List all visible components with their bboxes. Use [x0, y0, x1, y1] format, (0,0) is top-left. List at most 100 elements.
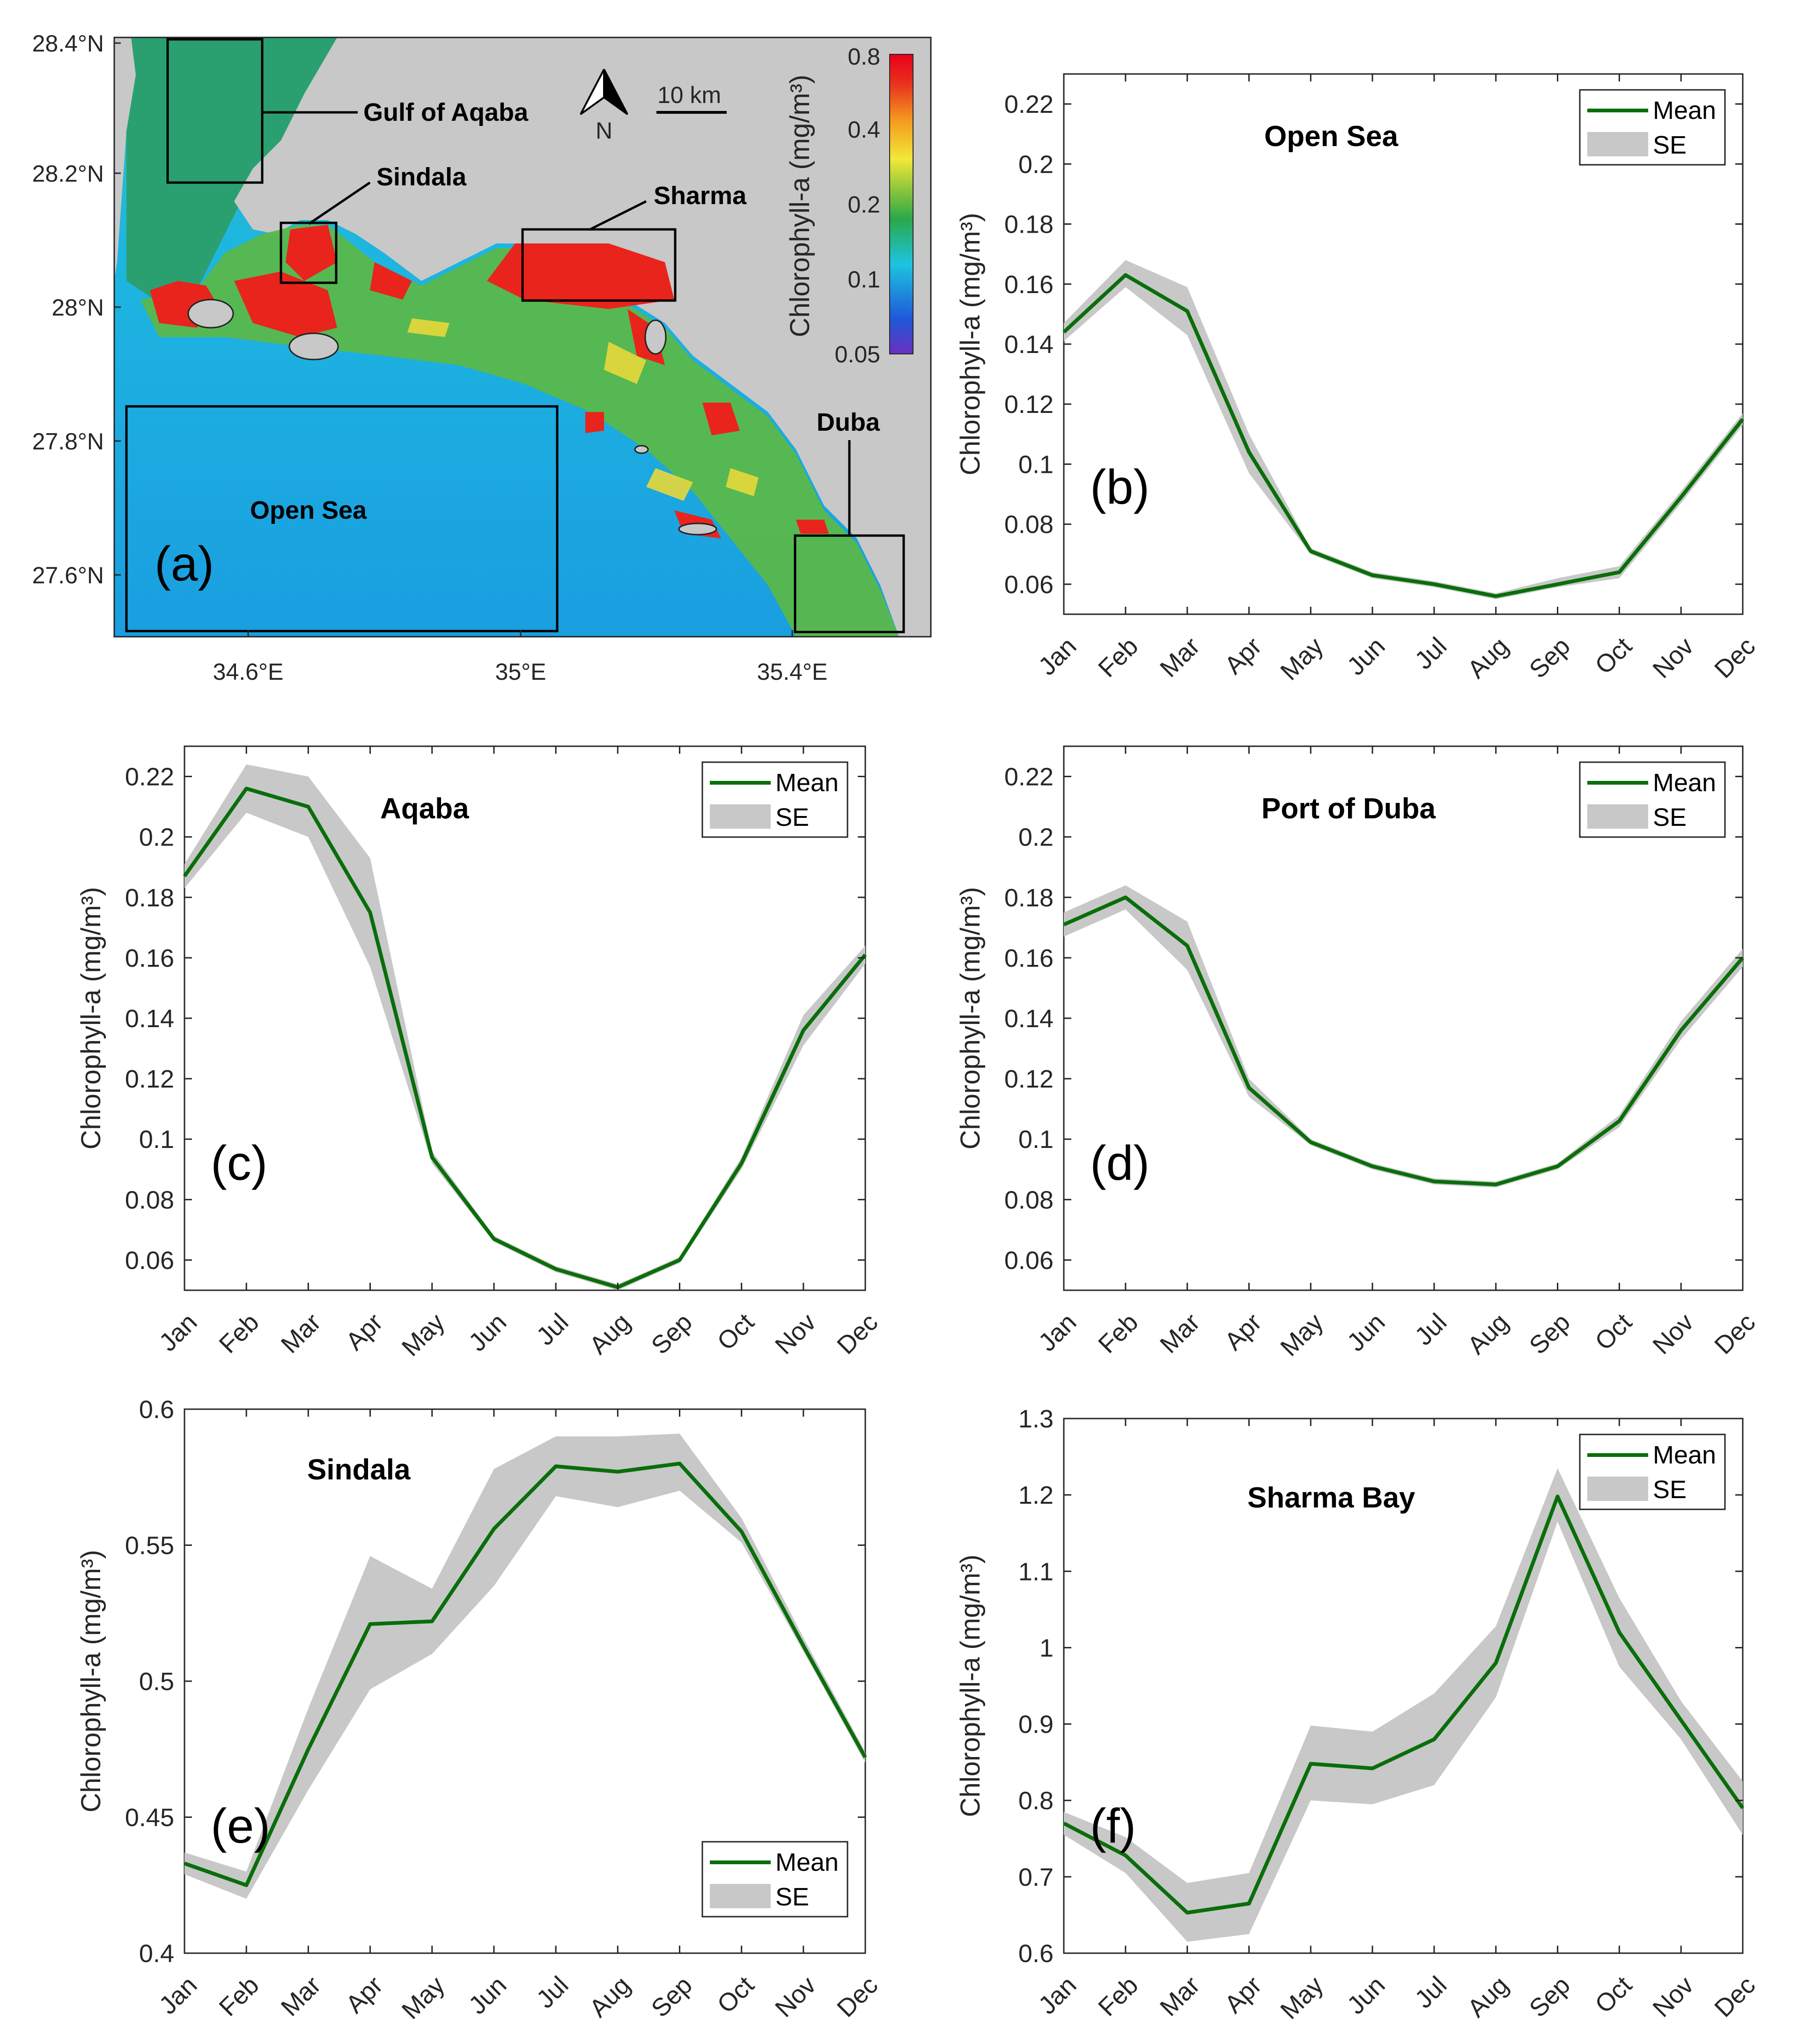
colorbar-title: Chlorophyll-a (mg/m³) [785, 75, 815, 338]
x-tick-label: Nov [1647, 1971, 1699, 2022]
x-tick-label: Oct [1590, 1971, 1637, 2019]
x-tick-label: Apr [1219, 1308, 1267, 1356]
y-tick-label: 0.22 [1004, 763, 1054, 791]
x-tick-label: Aug [584, 1971, 635, 2022]
x-tick-label: Sep [646, 1308, 698, 1360]
chart-title: Open Sea [1264, 120, 1399, 153]
legend-se-swatch [1587, 804, 1648, 829]
panel-label-a: (a) [155, 537, 214, 591]
y-tick-label: 0.2 [1018, 150, 1054, 178]
legend-se-label: SE [1653, 803, 1687, 831]
legend-se-label: SE [775, 803, 809, 831]
leader-lines [262, 111, 851, 536]
y-tick-label: 0.5 [139, 1668, 174, 1696]
x-tick-label: May [1275, 1971, 1329, 2025]
y-tick-label: 1.1 [1018, 1558, 1054, 1586]
x-tick-label: May [397, 1308, 450, 1362]
mean-line [1063, 895, 1745, 1187]
map-lat-tick: 28°N [52, 294, 104, 321]
legend-se-label: SE [1653, 1476, 1687, 1504]
region-label-duba: Duba [817, 408, 880, 436]
y-tick-label: 0.18 [125, 884, 174, 912]
y-tick-label: 0.06 [1004, 571, 1054, 599]
x-tick-label: Jul [1409, 1971, 1452, 2014]
y-tick-label: 0.06 [1004, 1246, 1054, 1274]
y-tick-label: 0.18 [1004, 884, 1054, 912]
legend-mean-label: Mean [775, 769, 839, 797]
y-axis-label: Chlorophyll-a (mg/m³) [76, 1550, 106, 1813]
chart-title: Sharma Bay [1247, 1482, 1415, 1514]
x-tick-label: Feb [214, 1971, 264, 2022]
y-tick-label: 0.6 [1018, 1940, 1054, 1968]
x-tick-label: Mar [1155, 1971, 1205, 2022]
panel-label: (b) [1090, 460, 1150, 515]
legend-mean-label: Mean [1653, 769, 1716, 797]
y-axis-label: Chlorophyll-a (mg/m³) [76, 887, 106, 1150]
legend-mean-label: Mean [1653, 96, 1716, 125]
x-tick-label: Sep [1524, 1308, 1576, 1360]
region-box-open-sea [125, 405, 559, 632]
legend-se-swatch [710, 1884, 771, 1908]
colorbar-tick: 0.05 [835, 341, 880, 368]
legend-se-label: SE [775, 1883, 809, 1911]
x-tick-label: Dec [832, 1308, 883, 1360]
region-label-open-sea: Open Sea [250, 496, 367, 524]
x-tick-label: Nov [770, 1308, 821, 1360]
colorbar-tick: 0.1 [847, 266, 880, 293]
x-tick-label: Aug [584, 1308, 635, 1360]
y-tick-label: 0.06 [125, 1246, 174, 1274]
scale-label: 10 km [657, 82, 721, 108]
x-tick-label: Dec [832, 1971, 883, 2022]
y-axis-label: Chlorophyll-a (mg/m³) [955, 213, 986, 476]
map-lon-tick: 35°E [495, 659, 546, 685]
chart-panel-open-sea: 0.06 0.08 0.1 0.12 0.14 0.16 0.18 0.2 0.22 Jan Feb… [955, 73, 1761, 686]
y-tick-label: 0.14 [1004, 331, 1054, 359]
x-tick-label: Feb [1093, 632, 1143, 683]
y-tick-label: 0.45 [125, 1804, 174, 1832]
panel-label: (e) [211, 1799, 270, 1853]
y-tick-label: 1 [1039, 1634, 1054, 1662]
map-frame [113, 37, 932, 638]
y-tick-label: 0.12 [1004, 1065, 1054, 1093]
x-tick-label: Jan [1033, 1308, 1082, 1357]
y-tick-label: 0.14 [125, 1005, 174, 1033]
legend-mean-label: Mean [1653, 1441, 1716, 1469]
se-band [184, 1434, 865, 1899]
x-tick-label: Aug [1462, 632, 1514, 684]
chart-title: Aqaba [380, 793, 469, 825]
land-west [114, 37, 136, 281]
y-tick-label: 0.22 [1004, 90, 1054, 118]
x-tick-label: Feb [1093, 1971, 1143, 2022]
x-tick-label: Mar [276, 1308, 326, 1359]
map-lat-tick: 28.4°N [32, 30, 104, 57]
panel-label: (d) [1090, 1136, 1150, 1191]
x-tick-label: Oct [712, 1308, 759, 1356]
map-lon-tick: 34.6°E [213, 659, 284, 685]
y-tick-label: 0.14 [1004, 1005, 1054, 1033]
mean-line [184, 1462, 867, 1887]
y-tick-label: 0.16 [1004, 271, 1054, 299]
chart-title: Sindala [307, 1454, 411, 1486]
mean-line [1062, 273, 1745, 598]
y-tick-label: 0.22 [125, 763, 174, 791]
x-tick-label: May [1275, 1308, 1329, 1362]
y-tick-label: 0.9 [1018, 1711, 1054, 1739]
y-tick-label: 0.1 [139, 1125, 174, 1154]
y-tick-label: 0.55 [125, 1532, 174, 1560]
y-tick-label: 0.2 [139, 823, 174, 852]
chart-panel-sharma-bay: 0.6 0.7 0.8 0.9 1 1.1 1.2 1.3 Jan Feb Mar Apr May Jun… [955, 1405, 1761, 2025]
x-tick-label: Dec [1709, 1308, 1761, 1360]
colorbar-tick: 0.4 [847, 117, 880, 143]
legend-se-swatch [1587, 1477, 1648, 1501]
x-tick-label: Aug [1462, 1971, 1514, 2022]
mean-line [183, 787, 867, 1289]
x-tick-label: Oct [1590, 632, 1637, 680]
y-tick-label: 0.12 [1004, 390, 1054, 419]
map-lon-ticks: 34.6°E 35°E 35.4°E [213, 630, 827, 685]
se-band [184, 764, 865, 1290]
x-tick-label: Oct [1590, 1308, 1637, 1356]
x-tick-label: Jan [1033, 1971, 1082, 2020]
y-tick-label: 0.12 [125, 1065, 174, 1093]
x-tick-label: May [1275, 632, 1329, 686]
